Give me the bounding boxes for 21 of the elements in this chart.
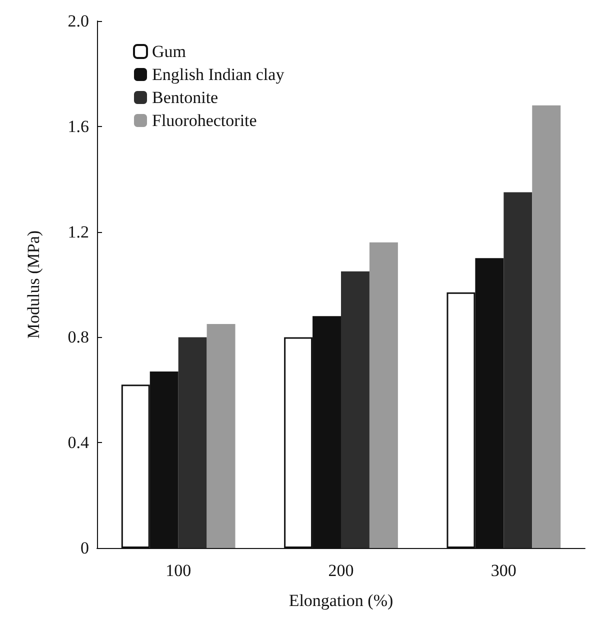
x-tick-label: 300 — [490, 561, 516, 580]
legend-label: Fluorohectorite — [152, 111, 257, 130]
bar — [369, 242, 398, 548]
y-tick-label: 0.8 — [68, 328, 89, 347]
y-tick-label: 1.2 — [68, 222, 89, 242]
legend-label: English Indian clay — [152, 65, 285, 84]
legend-label: Bentonite — [152, 88, 218, 107]
y-tick-label: 2.0 — [68, 12, 89, 30]
bar — [178, 337, 207, 548]
y-tick-label: 1.6 — [68, 116, 89, 136]
bar — [532, 105, 561, 548]
y-tick-label: 0.4 — [68, 433, 90, 452]
bar — [504, 192, 532, 548]
x-axis-title: Elongation (%) — [288, 591, 394, 610]
y-tick-label: 0 — [80, 538, 89, 558]
x-tick-label: 200 — [328, 561, 354, 580]
bar — [206, 324, 236, 548]
x-tick-label: 100 — [166, 561, 192, 580]
bar — [341, 271, 370, 548]
legend-label: Gum — [152, 42, 186, 61]
y-axis-title: Modulus (MPa) — [24, 230, 43, 339]
